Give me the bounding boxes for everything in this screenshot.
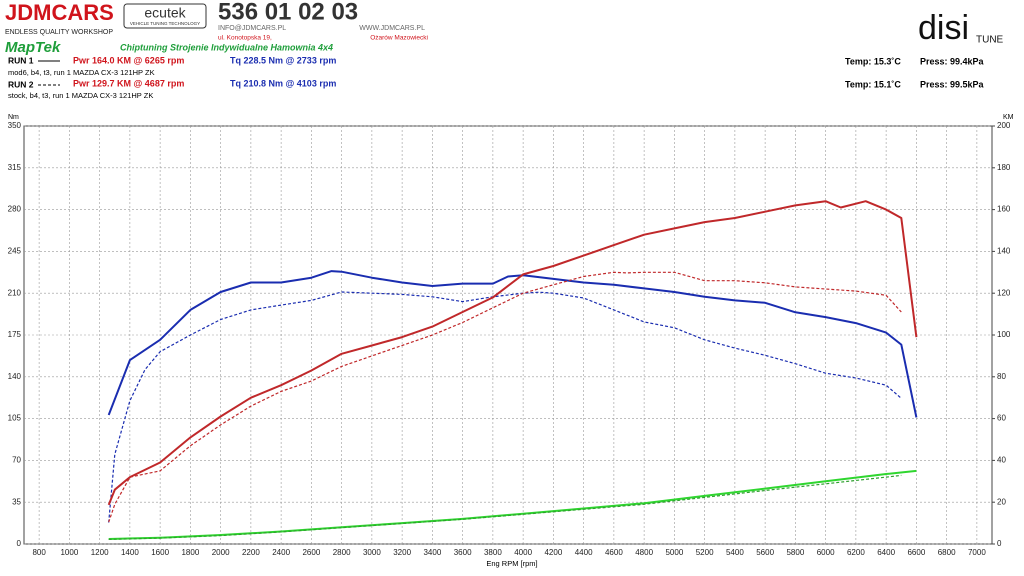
email: INFO@JDMCARS.PL: [218, 25, 286, 32]
x-tick-label: 2200: [242, 548, 260, 557]
brand-sub: ENDLESS QUALITY WORKSHOP: [5, 29, 113, 36]
run-desc: mod6, b4, t3, run 1 MAZDA CX-3 121HP ZK: [8, 68, 155, 77]
y2-axis-title: KM: [1003, 114, 1014, 121]
y-tick-label: 70: [12, 456, 21, 465]
ecutek-box: [123, 3, 207, 29]
y2-tick-label: 20: [997, 497, 1006, 506]
runs: RUN 1 Pwr 164.0 KM @ 6265 rpm Tq 228.5 N…: [8, 55, 985, 100]
maptek: MapTek: [5, 39, 61, 56]
city: Ożarów Mazowiecki: [370, 35, 428, 42]
y-tick-label: 350: [8, 121, 22, 130]
x-tick-label: 1800: [181, 548, 199, 557]
run-temp: Temp: 15.1˚C: [845, 79, 901, 89]
disi: disi: [918, 9, 969, 47]
x-tick-label: 5200: [696, 548, 714, 557]
x-tick-label: 7000: [968, 548, 986, 557]
run-pwr: Pwr 164.0 KM @ 6265 rpm: [73, 55, 184, 65]
curve: [107, 270, 918, 418]
x-tick-label: 4000: [514, 548, 532, 557]
x-axis-title: Eng RPM [rpm]: [486, 559, 537, 568]
tune: TUNE: [976, 35, 1004, 46]
curve: [107, 200, 918, 506]
y2-tick-label: 140: [997, 247, 1011, 256]
curve: [108, 271, 902, 523]
x-tick-label: 5000: [665, 548, 683, 557]
run-desc: stock, b4, t3, run 1 MAZDA CX-3 121HP ZK: [8, 91, 153, 100]
tagline: Chiptuning Strojenie Indywidualne Hamown…: [120, 42, 333, 52]
y-tick-label: 210: [8, 288, 22, 297]
x-tick-label: 6000: [817, 548, 835, 557]
y-axis-title: Nm: [8, 114, 19, 121]
x-tick-label: 3000: [363, 548, 381, 557]
y2-tick-label: 0: [997, 539, 1002, 548]
x-tick-label: 3200: [393, 548, 411, 557]
run-temp: Temp: 15.3˚C: [845, 56, 901, 66]
run-press: Press: 99.4kPa: [920, 56, 985, 66]
x-tick-label: 2800: [333, 548, 351, 557]
street: ul. Konotopska 19,: [218, 35, 272, 42]
x-tick-label: 3800: [484, 548, 502, 557]
y-tick-label: 140: [8, 372, 22, 381]
x-tick-label: 4800: [635, 548, 653, 557]
x-tick-label: 1400: [121, 548, 139, 557]
x-tick-label: 2000: [212, 548, 230, 557]
run-press: Press: 99.5kPa: [920, 79, 985, 89]
run-tq: Tq 228.5 Nm @ 2733 rpm: [230, 55, 336, 65]
y-tick-label: 245: [8, 247, 22, 256]
x-tick-label: 5800: [786, 548, 804, 557]
y2-tick-label: 100: [997, 330, 1011, 339]
x-tick-label: 5400: [726, 548, 744, 557]
x-tick-label: 1200: [91, 548, 109, 557]
phone: 536 01 02 03: [218, 0, 358, 25]
y2-tick-label: 200: [997, 121, 1011, 130]
y-tick-label: 35: [12, 497, 21, 506]
run-pwr: Pwr 129.7 KM @ 4687 rpm: [73, 78, 184, 88]
y-tick-label: 315: [8, 163, 22, 172]
run-label: RUN 1: [8, 55, 34, 65]
plot: 0 35 70 105 140 175 210 245 280 315 350 0 20 40 60 80 10…: [8, 121, 1011, 557]
run-label: RUN 2: [8, 79, 34, 89]
brand: JDMCARS: [5, 0, 114, 25]
x-tick-label: 3600: [454, 548, 472, 557]
x-tick-label: 6600: [907, 548, 925, 557]
run-tq: Tq 210.8 Nm @ 4103 rpm: [230, 78, 336, 88]
x-tick-label: 1000: [60, 548, 78, 557]
y-tick-label: 105: [8, 414, 22, 423]
x-tick-label: 6400: [877, 548, 895, 557]
x-tick-label: 6200: [847, 548, 865, 557]
y2-tick-label: 120: [997, 288, 1011, 297]
x-tick-label: 6800: [938, 548, 956, 557]
y2-tick-label: 60: [997, 414, 1006, 423]
x-tick-label: 2600: [302, 548, 320, 557]
x-tick-label: 1600: [151, 548, 169, 557]
x-tick-label: 4400: [575, 548, 593, 557]
curve: [108, 469, 917, 540]
y-tick-label: 280: [8, 205, 22, 214]
curve: [108, 291, 902, 523]
x-tick-label: 4600: [605, 548, 623, 557]
x-tick-label: 800: [32, 548, 46, 557]
curve: [108, 474, 902, 540]
ecutek-sub: VEHICLE TUNING TECHNOLOGY: [130, 21, 200, 26]
y2-tick-label: 40: [997, 456, 1006, 465]
y2-tick-label: 180: [997, 163, 1011, 172]
x-tick-label: 2400: [272, 548, 290, 557]
header: JDMCARS ENDLESS QUALITY WORKSHOP ecutek …: [5, 0, 1004, 56]
y-tick-label: 0: [17, 539, 22, 548]
x-tick-label: 3400: [423, 548, 441, 557]
y2-tick-label: 160: [997, 205, 1011, 214]
ecutek: ecutek: [144, 5, 186, 21]
x-tick-label: 5600: [756, 548, 774, 557]
y-tick-label: 175: [8, 330, 22, 339]
y2-tick-label: 80: [997, 372, 1006, 381]
web: WWW.JDMCARS.PL: [359, 25, 425, 32]
x-tick-label: 4200: [544, 548, 562, 557]
